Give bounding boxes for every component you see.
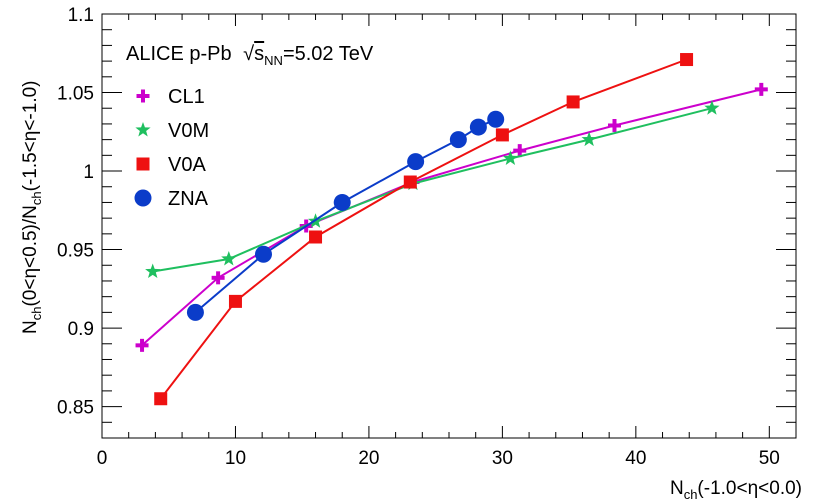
x-axis-title: Nch(-1.0<η<0.0) <box>670 478 802 502</box>
legend-item-v0a: V0A <box>136 154 206 176</box>
x-title-rest: (-1.0<η<0.0) <box>697 478 802 499</box>
energy-subscript: NN <box>264 53 283 68</box>
data-point-zna <box>186 303 204 321</box>
y-tick-label: 1.1 <box>68 5 94 26</box>
legend-marker-cl1 <box>136 89 150 103</box>
data-point-v0a <box>309 230 323 244</box>
data-point-zna <box>449 131 467 149</box>
series-line-v0m <box>152 107 713 273</box>
data-point-cl1 <box>607 118 621 132</box>
cross-bar-v <box>517 144 522 158</box>
cross-bar-v <box>216 271 221 285</box>
legend-item-cl1: CL1 <box>136 86 205 108</box>
y-title-base1: N <box>20 320 41 334</box>
energy-symbol: s <box>254 43 264 65</box>
data-point-cl1 <box>513 144 527 158</box>
legend-item-v0m: V0M <box>135 120 209 142</box>
y-title-sub1: ch <box>29 307 44 321</box>
series-line-v0a <box>159 58 687 400</box>
series-cl1 <box>135 82 768 352</box>
y-tick-label: 1 <box>83 162 94 183</box>
cross-bar-v <box>140 338 145 352</box>
legend-marker-zna <box>134 189 152 207</box>
x-title-base: N <box>670 478 684 499</box>
y-title-sub2: ch <box>29 191 44 205</box>
x-tick-label: 0 <box>97 448 108 469</box>
data-point-v0m <box>704 100 720 115</box>
x-tick-label: 40 <box>625 448 646 469</box>
data-point-v0a <box>566 95 580 109</box>
data-point-zna <box>333 193 351 211</box>
data-point-cl1 <box>211 271 225 285</box>
legend-label-v0a: V0A <box>168 154 206 176</box>
cross-bar-v <box>141 89 145 103</box>
legend-label-cl1: CL1 <box>168 86 205 108</box>
data-point-cl1 <box>754 82 768 96</box>
y-title-rest: (-1.5<η<-1.0) <box>20 80 41 191</box>
data-point-v0a <box>680 53 694 67</box>
data-point-zna <box>487 110 505 128</box>
data-series <box>135 53 768 406</box>
cross-bar-v <box>759 82 764 96</box>
y-title-mid: (0<η<0.5)/N <box>20 205 41 306</box>
data-point-cl1 <box>135 338 149 352</box>
y-tick-label: 0.85 <box>57 398 94 419</box>
y-tick-label: 0.9 <box>68 319 94 340</box>
data-point-v0a <box>228 294 242 308</box>
y-axis-title: Nch(0<η<0.5)/Nch(-1.5<η<-1.0) <box>20 80 44 334</box>
axis-ticks: 0 10 20 30 40 50 0.85 0.9 0.95 1 1.05 1.1 <box>57 5 797 469</box>
y-tick-label: 0.95 <box>57 241 94 262</box>
data-point-v0a <box>403 175 417 189</box>
x-tick-label: 20 <box>358 448 379 469</box>
legend: CL1 V0M V0A ZNA <box>134 86 209 210</box>
data-point-v0m <box>502 150 518 165</box>
cross-bar-v <box>612 118 617 132</box>
data-point-zna <box>407 153 425 171</box>
sqrt-sign: √ <box>243 43 254 65</box>
data-point-zna <box>254 245 272 263</box>
series-v0m <box>145 100 720 279</box>
x-tick-label: 50 <box>759 448 780 469</box>
x-tick-label: 10 <box>225 448 246 469</box>
series-line-zna <box>194 118 497 314</box>
data-point-v0m <box>145 263 161 279</box>
legend-marker-v0a <box>136 157 150 171</box>
chart-header: ALICE p-Pb √sNN=5.02 TeV <box>126 43 374 68</box>
legend-label-v0m: V0M <box>168 120 209 142</box>
legend-label-zna: ZNA <box>168 188 209 210</box>
legend-marker-v0m <box>135 122 151 137</box>
data-point-v0a <box>495 128 509 142</box>
plot-frame <box>101 13 797 439</box>
data-point-v0m <box>581 131 597 147</box>
experiment-label: ALICE p-Pb <box>126 43 232 65</box>
data-point-zna <box>469 118 487 136</box>
legend-item-zna: ZNA <box>134 188 209 210</box>
x-tick-label: 30 <box>492 448 513 469</box>
series-zna <box>186 110 505 321</box>
series-v0a <box>154 53 694 406</box>
energy-value: =5.02 TeV <box>283 43 374 65</box>
x-title-sub: ch <box>684 487 698 502</box>
y-tick-label: 1.05 <box>57 84 94 105</box>
data-point-v0a <box>154 392 168 406</box>
data-point-v0m <box>221 250 237 266</box>
